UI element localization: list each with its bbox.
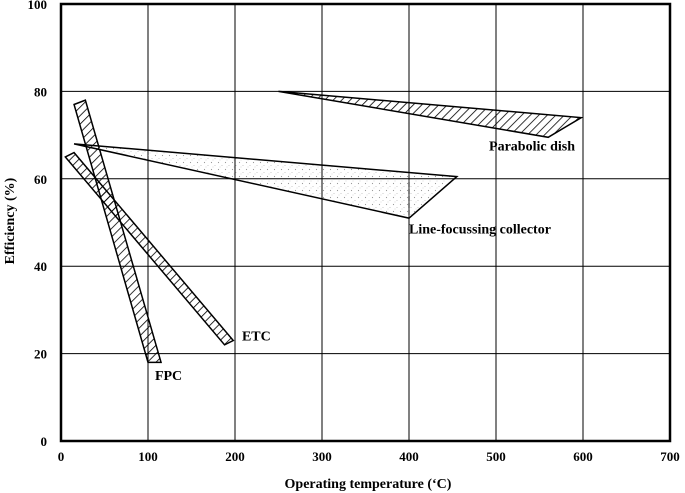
- x-axis-label: Operating temperature (‘C): [285, 477, 452, 492]
- region-label-line-focussing-collector: Line-focussing collector: [409, 222, 551, 237]
- plot-border: [59, 2, 672, 443]
- grid: [60, 3, 671, 442]
- y-tick-label-0: 0: [41, 434, 48, 449]
- y-axis-label: Efficiency (%): [3, 177, 18, 264]
- region-label-parabolic-dish: Parabolic dish: [489, 139, 575, 154]
- region-line-focussing-collector: [73, 143, 459, 219]
- region-parabolic-dish: [278, 90, 584, 139]
- region-etc: [64, 151, 235, 346]
- x-tick-label-100: 100: [138, 449, 158, 464]
- y-tick-label-60: 60: [34, 172, 47, 187]
- x-axis-ticks: 0 100 200 300 400 500 600 700: [58, 449, 680, 464]
- region-fpc: [73, 99, 163, 364]
- region-label-etc: ETC: [242, 329, 271, 344]
- x-tick-label-700: 700: [660, 449, 680, 464]
- x-tick-label-500: 500: [486, 449, 506, 464]
- y-tick-label-100: 100: [28, 0, 48, 12]
- y-tick-label-20: 20: [34, 347, 47, 362]
- y-tick-label-40: 40: [34, 259, 47, 274]
- y-tick-label-80: 80: [34, 84, 47, 99]
- plot-frame: [59, 2, 672, 443]
- chart-regions: FPC ETC Line-focussing collector Parabolic …: [64, 90, 584, 384]
- x-tick-label-200: 200: [225, 449, 245, 464]
- y-axis-ticks: 0 20 40 60 80 100: [28, 0, 48, 449]
- x-tick-label-300: 300: [312, 449, 332, 464]
- x-tick-label-0: 0: [58, 449, 65, 464]
- x-tick-label-600: 600: [573, 449, 593, 464]
- x-tick-label-400: 400: [399, 449, 419, 464]
- region-label-fpc: FPC: [155, 369, 182, 384]
